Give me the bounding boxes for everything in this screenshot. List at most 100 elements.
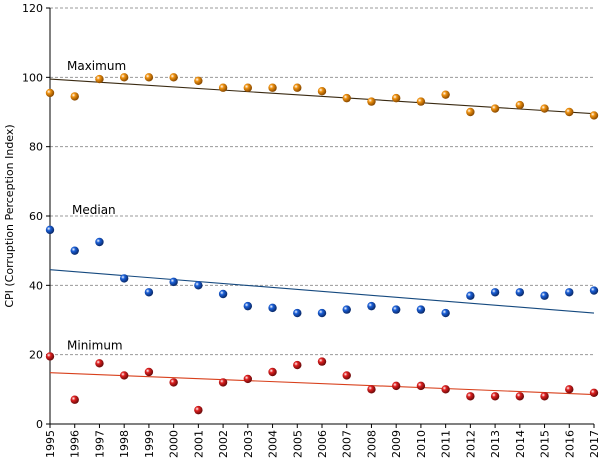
data-point — [317, 357, 327, 366]
series-label: Maximum — [67, 59, 126, 73]
data-point — [565, 288, 574, 297]
data-point — [515, 100, 525, 110]
data-point — [119, 73, 129, 82]
data-point — [169, 378, 178, 387]
x-tick-label: 2014 — [514, 430, 527, 458]
data-points — [45, 73, 599, 415]
data-point — [367, 385, 376, 394]
y-tick-label: 20 — [29, 349, 43, 362]
data-point — [243, 374, 253, 384]
data-point — [540, 392, 549, 401]
data-point — [70, 92, 79, 101]
data-point — [194, 281, 203, 290]
data-point — [565, 385, 574, 394]
data-point — [540, 291, 549, 300]
data-point — [293, 308, 302, 318]
data-point — [466, 107, 475, 117]
data-point — [416, 381, 426, 391]
data-point — [268, 367, 277, 377]
data-point — [416, 97, 426, 106]
data-point — [416, 305, 426, 314]
data-point — [342, 305, 351, 314]
x-tick-label: 2000 — [168, 430, 181, 458]
x-tick-label: 1997 — [93, 430, 106, 458]
x-tick-label: 2006 — [316, 430, 329, 458]
data-point — [95, 74, 104, 84]
data-point — [268, 83, 277, 92]
x-tick-label: 1996 — [69, 430, 82, 458]
data-point — [293, 83, 302, 92]
x-tick-label: 1998 — [118, 430, 131, 458]
series-label: Median — [72, 203, 116, 217]
data-point — [342, 371, 351, 380]
data-point — [367, 301, 376, 311]
trend-line — [49, 269, 595, 314]
y-axis-title: CPI (Corruption Perception Index) — [3, 124, 16, 307]
x-tick-label: 1995 — [44, 430, 57, 458]
data-point — [194, 405, 203, 415]
data-point — [515, 288, 525, 297]
data-point — [565, 107, 574, 117]
trend-line — [49, 372, 595, 396]
x-tick-label: 1999 — [143, 430, 156, 458]
data-point — [589, 111, 599, 120]
data-point — [466, 392, 475, 401]
data-point — [45, 352, 55, 361]
data-point — [367, 97, 376, 106]
y-tick-label: 80 — [29, 141, 43, 154]
data-point — [95, 237, 104, 247]
y-tick-label: 0 — [36, 418, 43, 431]
data-point — [490, 288, 500, 297]
data-point — [441, 385, 450, 394]
data-point — [144, 288, 154, 297]
data-point — [490, 104, 500, 113]
x-tick-label: 2016 — [563, 430, 576, 458]
data-point — [317, 87, 327, 96]
x-tick-label: 2009 — [390, 430, 403, 458]
trend-line — [49, 78, 595, 115]
data-point — [243, 301, 253, 311]
series-labels: Maximum Median Minimum — [67, 59, 126, 352]
x-tick-label: 2015 — [539, 430, 552, 458]
series-label: Minimum — [67, 338, 123, 352]
x-tick-label: 2017 — [588, 430, 601, 458]
x-tick-label: 2007 — [341, 430, 354, 458]
data-point — [218, 289, 228, 299]
data-point — [515, 392, 525, 401]
data-point — [144, 367, 154, 377]
x-tick-label: 2005 — [291, 430, 304, 458]
x-tick-label: 2004 — [267, 430, 280, 458]
data-point — [169, 73, 178, 82]
y-tick-label: 120 — [22, 2, 43, 15]
x-tick-label: 2003 — [242, 430, 255, 458]
data-point — [589, 388, 599, 397]
data-point — [119, 371, 129, 380]
data-point — [169, 277, 178, 287]
data-point — [70, 395, 79, 404]
x-tick-label: 2013 — [489, 430, 502, 458]
data-point — [218, 83, 228, 92]
data-point — [268, 303, 277, 313]
x-tick-label: 2002 — [217, 430, 230, 458]
data-point — [218, 378, 228, 387]
data-point — [466, 291, 475, 300]
data-point — [293, 360, 302, 370]
data-point — [95, 359, 104, 368]
gridlines — [50, 7, 594, 356]
data-point — [441, 308, 450, 318]
x-tick-label: 2001 — [192, 430, 205, 458]
data-point — [45, 225, 55, 235]
data-point — [243, 83, 253, 92]
data-point — [45, 88, 55, 98]
data-point — [194, 76, 203, 86]
data-point — [144, 73, 154, 82]
y-tick-label: 60 — [29, 210, 43, 223]
y-tick-label: 40 — [29, 279, 43, 292]
x-tick-label: 2008 — [365, 430, 378, 458]
y-tick-labels: 0 20 40 60 80 100 120 — [22, 2, 43, 431]
data-point — [119, 274, 129, 283]
x-tick-labels: 1995 1996 1997 1998 1999 2000 2001 2002 2003 2004… — [44, 430, 601, 458]
x-tick-label: 2012 — [464, 430, 477, 458]
data-point — [342, 93, 351, 103]
